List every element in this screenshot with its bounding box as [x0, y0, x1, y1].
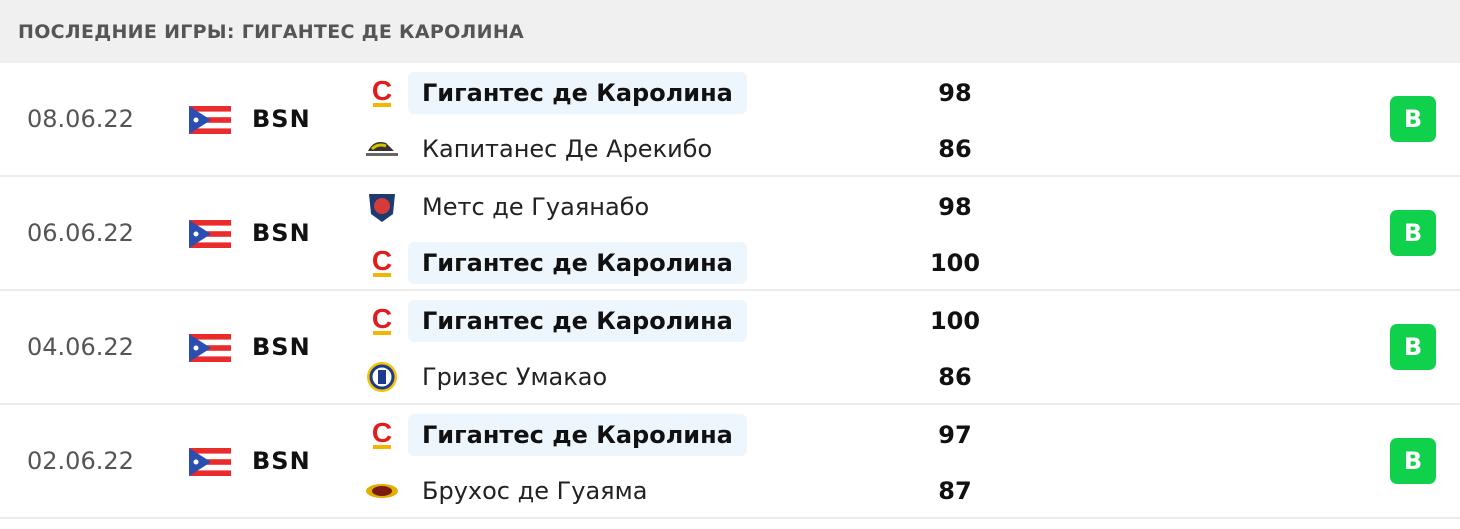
team-logo-icon: [363, 130, 401, 168]
puerto-rico-flag-icon: [189, 220, 231, 248]
match-date: 04.06.22: [27, 333, 134, 361]
team-away[interactable]: C Гигантес де Каролина: [363, 242, 747, 284]
match-row[interactable]: 04.06.22 BSN C Гигантес де Каролина Гризес…: [0, 291, 1460, 405]
match-row[interactable]: 02.06.22 BSN C Гигантес де Каролина Брухос…: [0, 405, 1460, 519]
team-name[interactable]: Гризес Умакао: [422, 363, 608, 391]
match-date: 08.06.22: [27, 105, 134, 133]
team-home[interactable]: C Гигантес де Каролина: [363, 414, 747, 456]
svg-text:C: C: [372, 246, 392, 276]
home-score: 97: [938, 421, 972, 449]
result-badge: В: [1390, 96, 1436, 142]
league-name: BSN: [252, 333, 311, 361]
match-row[interactable]: 08.06.22 BSN C Гигантес де Каролина Капита…: [0, 63, 1460, 177]
team-name[interactable]: Гигантес де Каролина: [408, 300, 747, 342]
team-logo-icon: [363, 472, 401, 510]
puerto-rico-flag-icon: [189, 106, 231, 134]
section-header: ПОСЛЕДНИЕ ИГРЫ: ГИГАНТЕС ДЕ КАРОЛИНА: [0, 0, 1460, 63]
team-home[interactable]: C Гигантес де Каролина: [363, 72, 747, 114]
section-title: ПОСЛЕДНИЕ ИГРЫ: ГИГАНТЕС ДЕ КАРОЛИНА: [18, 20, 525, 43]
team-logo-icon: C: [363, 74, 401, 112]
team-away[interactable]: Брухос де Гуаяма: [363, 470, 661, 512]
home-score: 98: [938, 193, 972, 221]
result-badge: В: [1390, 210, 1436, 256]
team-name[interactable]: Метс де Гуаянабо: [422, 193, 650, 221]
team-name[interactable]: Гигантес де Каролина: [408, 242, 747, 284]
match-date: 06.06.22: [27, 219, 134, 247]
team-logo-icon: C: [363, 302, 401, 340]
puerto-rico-flag-icon: [189, 448, 231, 476]
team-name[interactable]: Капитанес Де Арекибо: [422, 135, 713, 163]
home-score: 98: [938, 79, 972, 107]
match-row[interactable]: 06.06.22 BSN Метс де Гуаянабо C Гигантес д…: [0, 177, 1460, 291]
team-logo-icon: C: [363, 416, 401, 454]
league-name: BSN: [252, 447, 311, 475]
team-home[interactable]: C Гигантес де Каролина: [363, 300, 747, 342]
home-score: 100: [929, 307, 981, 335]
away-score: 86: [938, 363, 972, 391]
away-score: 86: [938, 135, 972, 163]
league-name: BSN: [252, 219, 311, 247]
result-badge: В: [1390, 324, 1436, 370]
svg-text:C: C: [372, 418, 392, 448]
result-badge: В: [1390, 438, 1436, 484]
team-logo-icon: C: [363, 244, 401, 282]
team-name[interactable]: Брухос де Гуаяма: [422, 477, 648, 505]
team-away[interactable]: Капитанес Де Арекибо: [363, 128, 726, 170]
svg-text:C: C: [372, 76, 392, 106]
team-away[interactable]: Гризес Умакао: [363, 356, 621, 398]
away-score: 87: [938, 477, 972, 505]
puerto-rico-flag-icon: [189, 334, 231, 362]
match-date: 02.06.22: [27, 447, 134, 475]
league-name: BSN: [252, 105, 311, 133]
team-logo-icon: [363, 358, 401, 396]
team-name[interactable]: Гигантес де Каролина: [408, 414, 747, 456]
match-list: 08.06.22 BSN C Гигантес де Каролина Капита…: [0, 63, 1460, 519]
team-home[interactable]: Метс де Гуаянабо: [363, 186, 663, 228]
svg-text:C: C: [372, 304, 392, 334]
away-score: 100: [929, 249, 981, 277]
team-logo-icon: [363, 188, 401, 226]
team-name[interactable]: Гигантес де Каролина: [408, 72, 747, 114]
